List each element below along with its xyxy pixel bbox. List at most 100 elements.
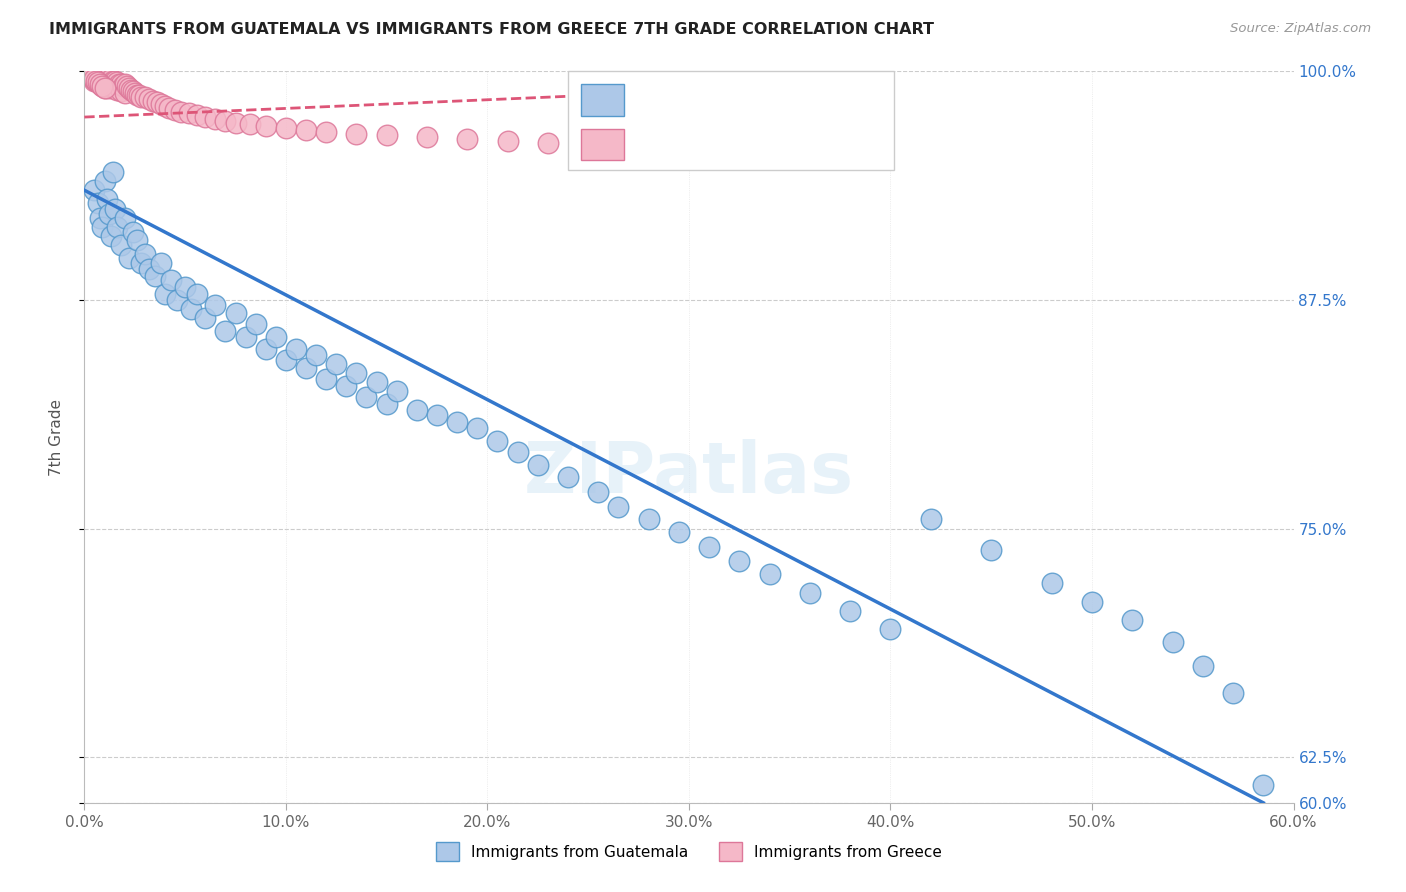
Point (799, 585, 821, 599)
Point (920, 512, 942, 526)
Point (830, 145, 852, 159)
Point (668, 525, 690, 540)
Point (149, 97, 172, 112)
Point (118, 80, 141, 95)
Point (456, 132, 478, 146)
Point (110, 85, 132, 99)
Point (83, 64, 105, 78)
Point (758, 567, 780, 582)
Point (588, 485, 610, 500)
Text: ZIPatlas: ZIPatlas (524, 439, 853, 508)
Point (105, 75, 128, 89)
Point (101, 73, 124, 87)
Point (254, 343, 277, 357)
Point (295, 123, 318, 137)
Point (114, 211, 136, 225)
Point (89, 68, 111, 82)
Point (89, 77, 111, 91)
Point (335, 379, 357, 393)
Point (214, 324, 236, 338)
Point (204, 112, 226, 126)
Point (110, 238, 132, 252)
Point (91, 78, 114, 93)
Point (83, 71, 105, 86)
Point (134, 90, 156, 104)
Point (1081, 595, 1104, 609)
Point (274, 353, 297, 368)
Point (97, 207, 120, 221)
Point (160, 273, 183, 287)
Point (325, 357, 347, 371)
Point (839, 604, 862, 618)
Point (346, 127, 368, 141)
Point (214, 113, 236, 128)
Point (93, 174, 115, 188)
Point (170, 104, 193, 119)
Point (97, 80, 120, 95)
Point (980, 543, 1002, 558)
Point (134, 247, 156, 261)
Point (89, 71, 111, 86)
Point (274, 121, 297, 136)
Point (467, 421, 489, 435)
Point (1192, 658, 1215, 673)
Point (239, 117, 262, 131)
Point (91, 78, 114, 93)
Point (91, 73, 114, 87)
Point (157, 101, 180, 115)
Point (180, 302, 202, 317)
Point (100, 78, 122, 93)
Point (295, 360, 318, 375)
Point (728, 554, 751, 568)
Point (153, 99, 176, 113)
Point (101, 165, 124, 179)
Point (87, 196, 110, 211)
Point (285, 343, 308, 357)
Point (186, 108, 208, 122)
Point (86, 66, 108, 80)
Point (375, 397, 398, 411)
Point (96, 77, 118, 91)
Point (120, 83, 142, 97)
Point (87, 71, 110, 86)
Point (83, 73, 105, 87)
Point (769, 143, 792, 157)
Point (166, 293, 188, 307)
Point (375, 128, 398, 143)
Point (627, 139, 650, 153)
Point (86, 73, 108, 87)
Point (426, 408, 449, 422)
Point (186, 287, 208, 301)
Point (194, 110, 217, 124)
Point (879, 622, 901, 636)
Point (153, 287, 176, 301)
Point (264, 329, 287, 343)
Point (114, 87, 136, 101)
Point (697, 540, 720, 554)
Point (93, 73, 115, 87)
Point (104, 202, 127, 216)
Point (96, 71, 118, 86)
Point (97, 75, 120, 89)
Point (138, 261, 160, 276)
Point (179, 106, 201, 120)
Point (446, 416, 468, 430)
Point (146, 95, 169, 110)
Point (93, 80, 115, 95)
Point (225, 115, 247, 129)
Point (1121, 613, 1143, 627)
Point (83, 183, 105, 197)
Point (87, 75, 110, 89)
Point (83, 70, 105, 84)
Point (356, 390, 378, 404)
Point (100, 228, 122, 243)
Point (1161, 635, 1184, 649)
Point (86, 70, 108, 84)
Point (366, 376, 388, 390)
Point (305, 348, 328, 362)
Point (91, 219, 114, 234)
Point (93, 70, 115, 84)
Point (104, 80, 127, 95)
Point (315, 125, 337, 139)
Point (107, 77, 129, 91)
